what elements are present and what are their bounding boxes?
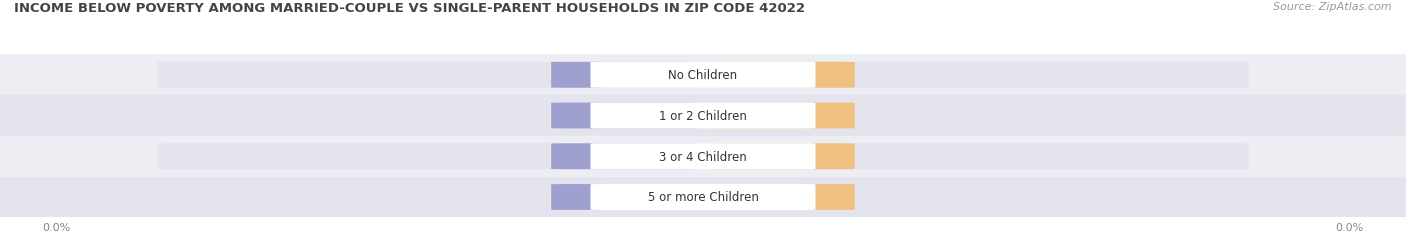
FancyBboxPatch shape: [591, 103, 815, 129]
FancyBboxPatch shape: [591, 62, 815, 88]
Text: 0.0%: 0.0%: [612, 152, 640, 161]
Text: 0.0%: 0.0%: [612, 192, 640, 202]
FancyBboxPatch shape: [706, 184, 855, 210]
Text: 0.0%: 0.0%: [766, 70, 794, 80]
FancyBboxPatch shape: [551, 63, 700, 88]
Text: 5 or more Children: 5 or more Children: [648, 191, 758, 204]
FancyBboxPatch shape: [591, 144, 815, 170]
FancyBboxPatch shape: [157, 184, 1249, 210]
Bar: [0, 177, 1406, 217]
Text: 0.0%: 0.0%: [766, 152, 794, 161]
FancyBboxPatch shape: [706, 144, 855, 170]
Text: INCOME BELOW POVERTY AMONG MARRIED-COUPLE VS SINGLE-PARENT HOUSEHOLDS IN ZIP COD: INCOME BELOW POVERTY AMONG MARRIED-COUPL…: [14, 2, 806, 15]
Text: No Children: No Children: [668, 69, 738, 82]
FancyBboxPatch shape: [591, 184, 815, 210]
Text: 1 or 2 Children: 1 or 2 Children: [659, 109, 747, 122]
FancyBboxPatch shape: [706, 63, 855, 88]
Text: 0.0%: 0.0%: [766, 192, 794, 202]
Text: 0.0%: 0.0%: [612, 111, 640, 121]
Text: Source: ZipAtlas.com: Source: ZipAtlas.com: [1274, 2, 1392, 12]
Text: 0.0%: 0.0%: [612, 70, 640, 80]
FancyBboxPatch shape: [551, 184, 700, 210]
Bar: [0, 55, 1406, 96]
FancyBboxPatch shape: [157, 144, 1249, 170]
FancyBboxPatch shape: [157, 63, 1249, 88]
FancyBboxPatch shape: [157, 103, 1249, 129]
Bar: [0, 136, 1406, 177]
Text: 3 or 4 Children: 3 or 4 Children: [659, 150, 747, 163]
FancyBboxPatch shape: [706, 103, 855, 129]
Bar: [0, 96, 1406, 136]
FancyBboxPatch shape: [551, 103, 700, 129]
FancyBboxPatch shape: [551, 144, 700, 170]
Text: 0.0%: 0.0%: [766, 111, 794, 121]
